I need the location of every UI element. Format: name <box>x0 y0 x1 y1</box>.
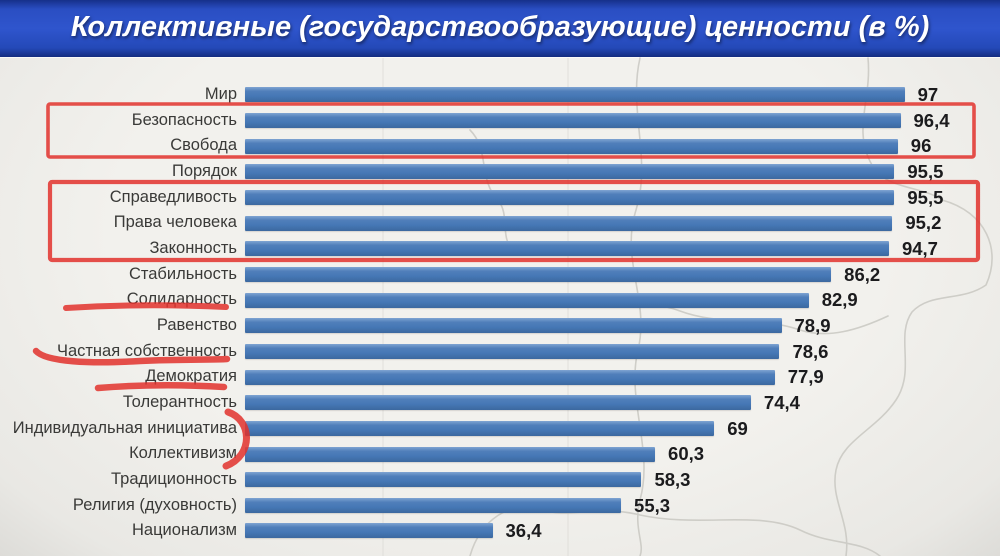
bar <box>245 164 895 180</box>
bar <box>245 266 832 282</box>
bar <box>245 523 493 539</box>
bar <box>245 241 889 257</box>
category-label: Равенство <box>156 316 237 334</box>
page-title: Коллективные (государствообразующие) цен… <box>70 11 930 43</box>
value-label: 58,3 <box>654 468 691 490</box>
bar-row: Мир 97 <box>0 82 1000 108</box>
category-label: Порядок <box>172 162 237 181</box>
bar <box>245 138 898 154</box>
bar <box>245 87 905 103</box>
bar <box>245 395 751 411</box>
bar-row: Толерантность 74,4 <box>0 390 1000 416</box>
bar <box>245 113 901 129</box>
value-label: 36,4 <box>505 520 542 542</box>
bar <box>245 446 656 462</box>
bar-row: Права человека 95,2 <box>0 210 1000 236</box>
bar <box>245 472 642 488</box>
bar <box>245 215 893 231</box>
bar-row: Демократия 77,9 <box>0 364 1000 390</box>
bar-row: Порядок 95,5 <box>0 159 1000 185</box>
bar <box>245 318 782 334</box>
bar-row: Религия (духовность) 55,3 <box>0 493 1000 519</box>
value-label: 97 <box>917 84 939 106</box>
value-label: 95,5 <box>907 161 944 183</box>
bar-row: Частная собственность 78,6 <box>0 339 1000 365</box>
category-label: Мир <box>204 85 237 104</box>
category-label: Свобода <box>170 136 237 155</box>
bar <box>245 343 780 359</box>
category-label: Солидарность <box>126 290 237 309</box>
value-label: 96,4 <box>913 109 950 131</box>
value-label: 95,5 <box>907 186 944 208</box>
value-label: 82,9 <box>821 289 858 311</box>
value-label: 69 <box>727 417 748 439</box>
bar-row: Справедливость 95,5 <box>0 185 1000 211</box>
bar-row: Коллективизм 60,3 <box>0 441 1000 467</box>
value-label: 60,3 <box>668 443 705 465</box>
category-label: Религия (духовность) <box>72 495 237 514</box>
value-label: 78,9 <box>794 315 831 336</box>
bar-row: Равенство 78,9 <box>0 313 1000 339</box>
bar <box>245 497 622 513</box>
value-label: 78,6 <box>792 340 829 362</box>
value-label: 86,2 <box>844 263 881 285</box>
category-label: Законность <box>149 239 237 258</box>
bar <box>245 420 715 436</box>
title-banner: Коллективные (государствообразующие) цен… <box>0 0 1000 57</box>
value-label: 55,3 <box>634 494 671 516</box>
bar-row: Свобода 96 <box>0 133 1000 159</box>
category-label: Национализм <box>132 521 237 540</box>
category-label: Демократия <box>145 367 237 386</box>
category-label: Права человека <box>113 213 237 232</box>
bar-row: Традиционность 58,3 <box>0 467 1000 493</box>
value-label: 96 <box>910 135 932 157</box>
bar-row: Солидарность 82,9 <box>0 287 1000 313</box>
value-label: 95,2 <box>905 212 942 234</box>
category-label: Стабильность <box>128 264 237 283</box>
bar-row: Безопасность 96,4 <box>0 108 1000 134</box>
category-label: Традиционность <box>111 469 237 488</box>
value-label: 77,9 <box>787 366 824 388</box>
category-label: Безопасность <box>131 110 237 129</box>
category-label: Коллективизм <box>129 444 237 463</box>
category-label: Толерантность <box>122 392 237 411</box>
category-label: Частная собственность <box>56 341 237 360</box>
value-label: 94,7 <box>901 238 938 260</box>
bar-row: Стабильность 86,2 <box>0 262 1000 288</box>
bar <box>245 369 775 385</box>
category-label: Индивидуальная инициатива <box>12 418 237 437</box>
bar-row: Национализм 36,4 <box>0 518 1000 544</box>
bar <box>245 292 809 308</box>
bar <box>245 190 895 206</box>
bar-row: Индивидуальная инициатива 69 <box>0 416 1000 442</box>
category-label: Справедливость <box>109 187 237 206</box>
bar-row: Законность 94,7 <box>0 236 1000 262</box>
value-label: 74,4 <box>763 391 800 413</box>
